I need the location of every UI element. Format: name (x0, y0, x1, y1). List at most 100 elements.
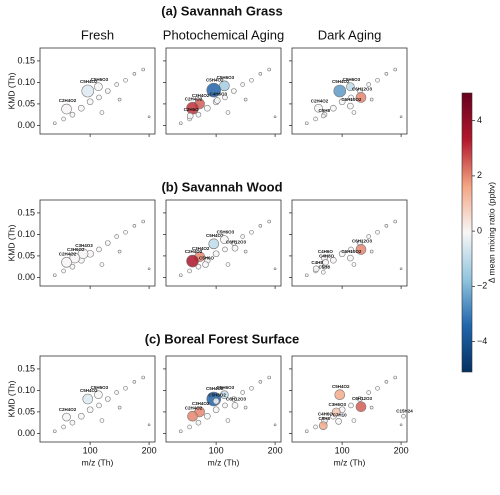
point (147, 423, 151, 427)
y-axis-label: KMD (Th) (6, 72, 16, 109)
point-label: C6H12O3 (352, 396, 373, 401)
point (123, 229, 128, 235)
point (69, 111, 76, 118)
point-label: C3H4O2 (192, 93, 210, 98)
point (96, 246, 102, 253)
point (304, 429, 309, 434)
point (335, 418, 342, 425)
point (202, 261, 209, 268)
y-tick-label: 0.15 (17, 207, 35, 217)
point-label: C4H8 (311, 260, 323, 265)
point (141, 375, 146, 380)
point (318, 421, 328, 430)
point (117, 249, 122, 254)
panel-frame (39, 199, 156, 287)
point (178, 429, 183, 434)
point (320, 269, 326, 275)
point (123, 385, 128, 391)
x-tick-label: 100 (83, 445, 98, 455)
y-tick-label: 0.10 (17, 229, 35, 239)
point (225, 418, 231, 423)
point (99, 262, 105, 267)
point-label: C5H8O2 (208, 392, 226, 397)
point (304, 121, 309, 126)
point (105, 396, 111, 402)
point (220, 390, 229, 400)
point-label: C4H6O3 (210, 92, 228, 97)
point (346, 82, 355, 91)
point (203, 412, 211, 420)
point (393, 67, 398, 72)
point (147, 115, 151, 119)
point (384, 72, 389, 76)
point-label: C5H6O3 (91, 77, 109, 82)
point (366, 234, 371, 239)
point (212, 250, 220, 258)
point (273, 423, 277, 427)
point-label: C5H8 (318, 264, 330, 269)
point (384, 379, 389, 384)
point (347, 254, 354, 262)
point (334, 389, 346, 401)
point (99, 110, 105, 115)
point (355, 244, 367, 255)
point (267, 219, 272, 224)
point (225, 262, 231, 267)
point-label: C5H6O (199, 256, 215, 261)
point (348, 402, 354, 409)
point (313, 116, 318, 122)
point (314, 103, 323, 113)
point (123, 77, 128, 83)
point (186, 254, 199, 268)
point (69, 252, 81, 264)
point (52, 121, 57, 126)
point (369, 249, 374, 254)
point-label: C5H4O2 (80, 79, 98, 84)
panel-frame (39, 47, 156, 135)
point (195, 263, 202, 270)
point (61, 424, 66, 430)
point-label: C6H12O3 (352, 87, 373, 92)
point-label: C5H6O3 (91, 385, 109, 390)
point (132, 379, 137, 384)
point (399, 423, 403, 427)
point (322, 259, 329, 266)
point (187, 268, 192, 274)
point (240, 82, 245, 87)
point (355, 92, 367, 103)
point (82, 393, 94, 405)
point (320, 113, 326, 119)
point (62, 412, 71, 422)
point (99, 418, 105, 423)
point (61, 116, 66, 122)
point (258, 72, 263, 76)
y-tick-label: 0.05 (17, 98, 35, 108)
point (357, 396, 363, 402)
point (366, 390, 371, 395)
y-tick-label: 0.10 (17, 385, 35, 395)
point (243, 249, 248, 254)
point (243, 405, 248, 410)
point (267, 67, 272, 72)
point (214, 97, 221, 104)
point (375, 229, 380, 235)
point (304, 273, 309, 278)
y-tick-label: 0.15 (17, 363, 35, 373)
point-label: C2H4O2 (185, 96, 203, 101)
y-tick-label: 0.00 (17, 428, 35, 438)
colorbar-tick-label: 4 (477, 115, 482, 125)
point (369, 405, 374, 410)
point-label: C3H4O2 (192, 246, 210, 251)
point (195, 419, 202, 426)
row-title: (c) Boreal Forest Surface (145, 331, 300, 346)
point-label: C3H6O3 (328, 402, 346, 407)
x-tick-label: 100 (335, 445, 350, 455)
point (195, 111, 202, 118)
point (132, 72, 137, 76)
point (267, 375, 272, 380)
point (206, 82, 222, 98)
point-label: C5H4O2 (80, 388, 98, 393)
x-tick-label: 200 (142, 445, 157, 455)
panel-frame (39, 355, 156, 443)
